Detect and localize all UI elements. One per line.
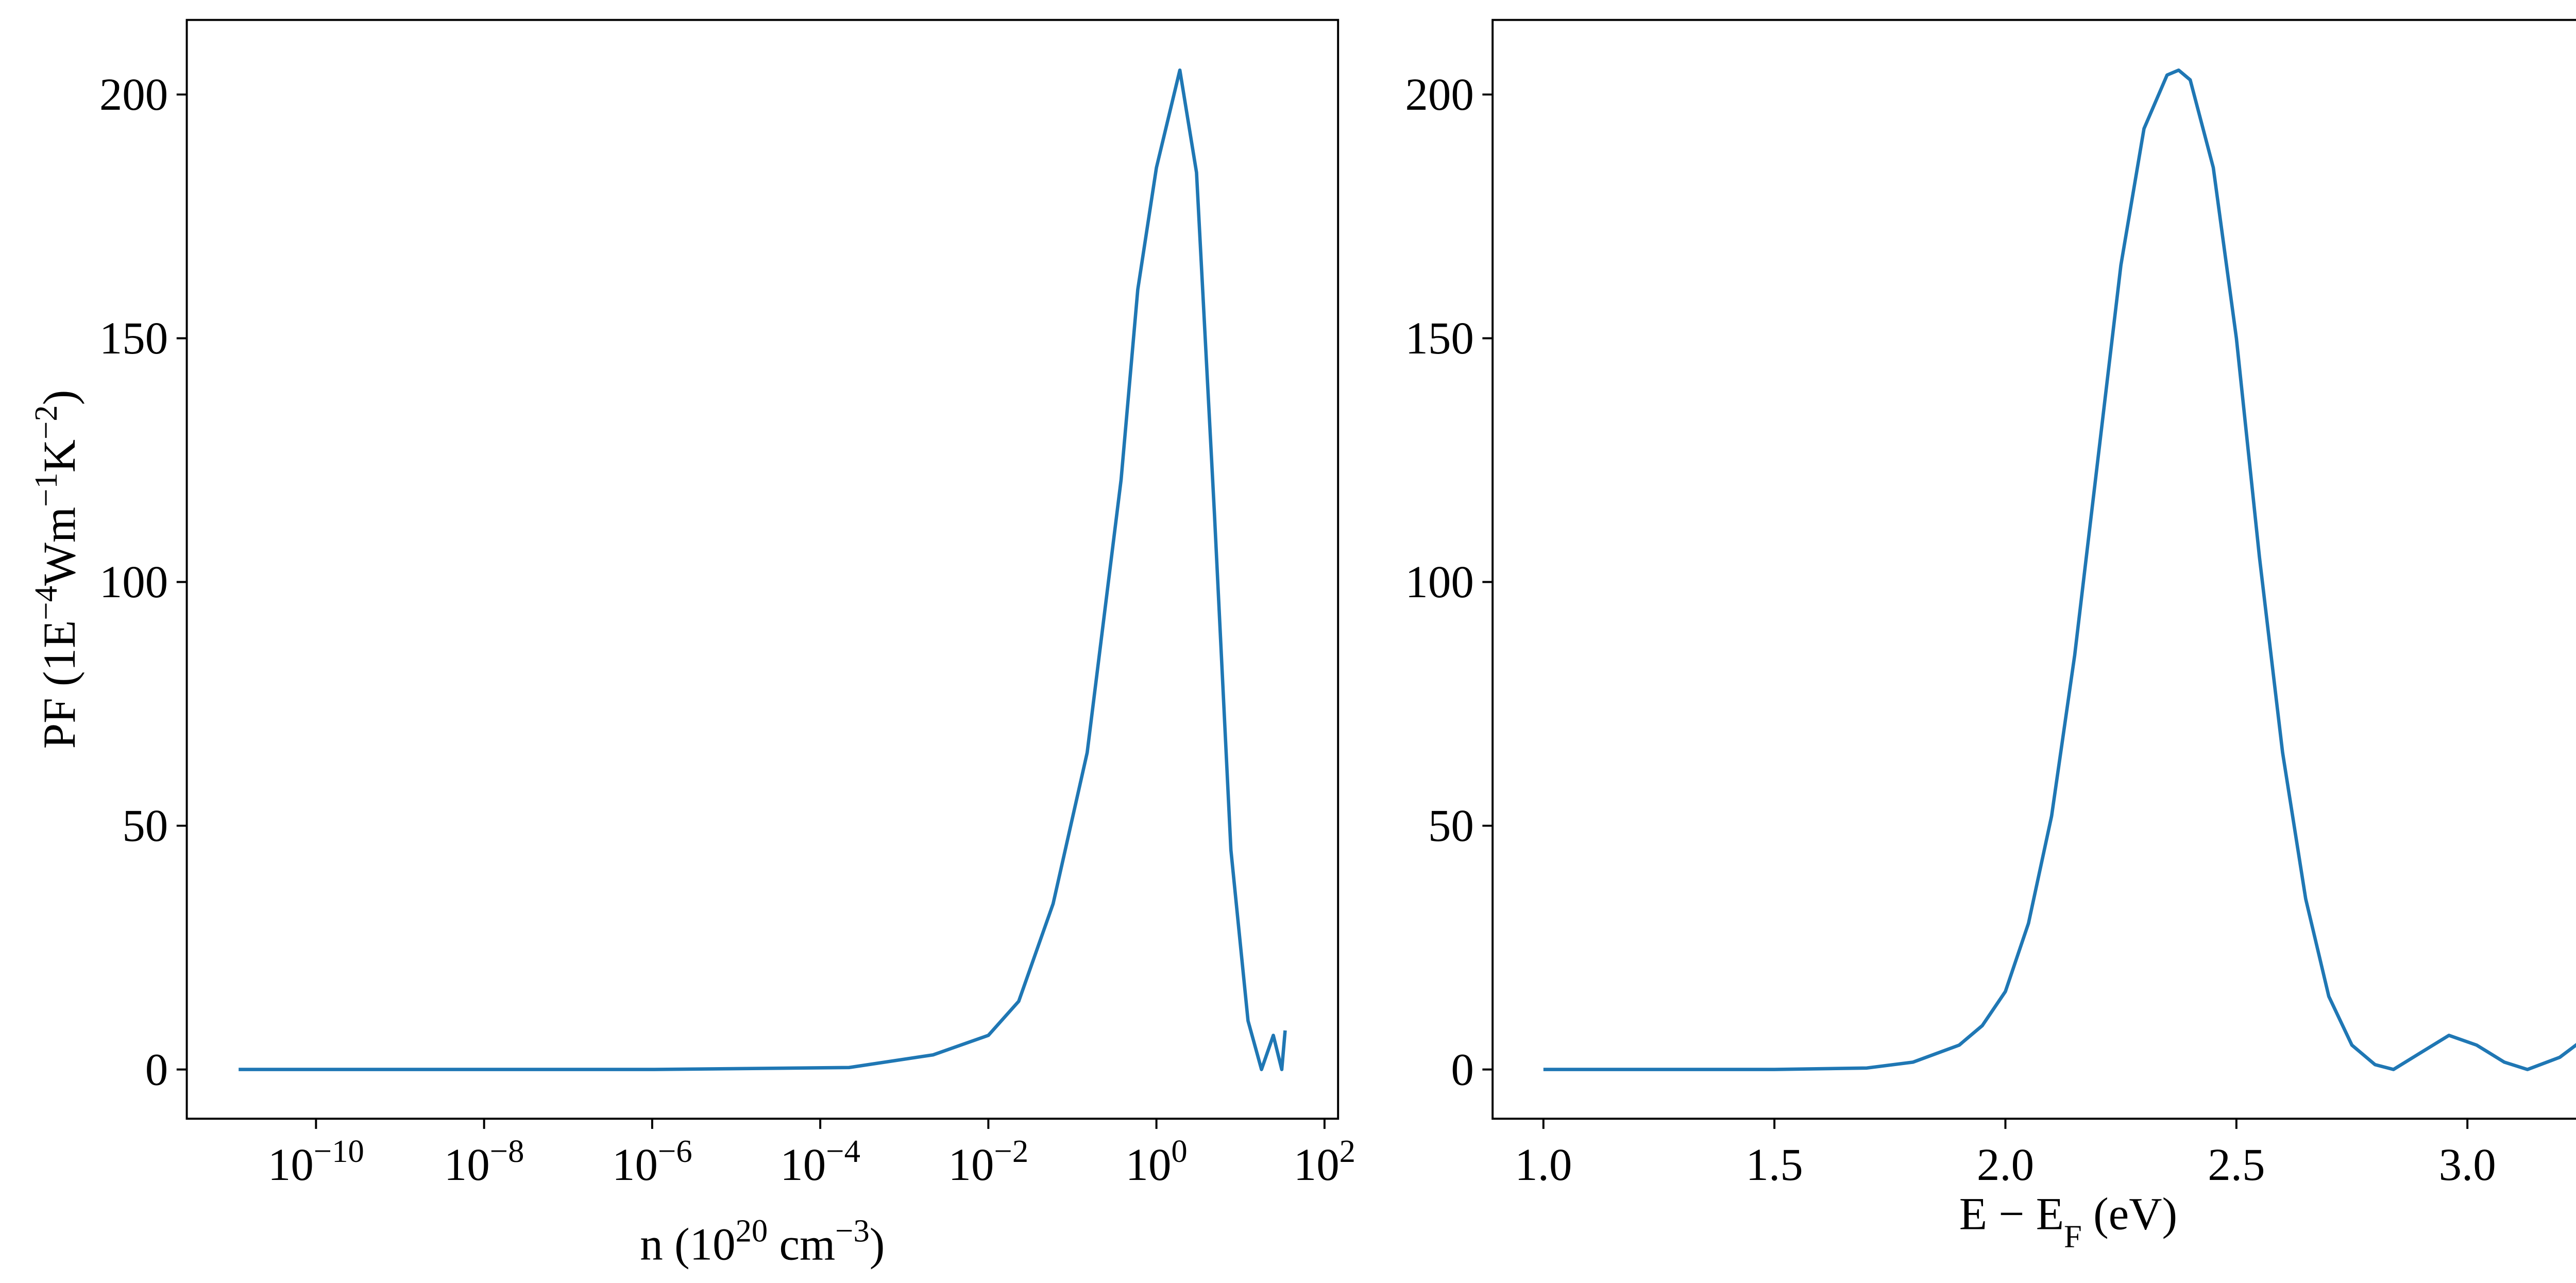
y-tick-label: 150 <box>99 313 168 364</box>
x-tick-label: 1.0 <box>1515 1140 1572 1190</box>
y-tick-label: 100 <box>99 557 168 607</box>
label-part: K <box>35 440 85 472</box>
plot-frame <box>185 19 1340 1120</box>
label-part: F <box>2064 1218 2082 1254</box>
label-part: cm <box>768 1220 835 1270</box>
y-tick-label: 200 <box>1405 70 1473 120</box>
label-part: −1 <box>28 472 64 507</box>
label-part: (eV) <box>2082 1189 2177 1239</box>
x-tick-label: 10−10 <box>268 1133 364 1190</box>
x-tick-label: 10−4 <box>780 1133 860 1190</box>
label-part: −2 <box>28 405 64 440</box>
x-tick-label: 2.0 <box>1977 1140 2034 1190</box>
data-line <box>1543 68 2576 1071</box>
y-tick-label: 0 <box>145 1044 168 1095</box>
label-part: −4 <box>28 586 64 620</box>
data-line <box>239 68 1287 1071</box>
axis-label: n (1020 cm−3) <box>640 1213 885 1270</box>
axis-label: PF (1E−4Wm−1K−2) <box>28 390 85 749</box>
y-tick-label: 200 <box>99 70 168 120</box>
y-tick-label: 50 <box>1428 801 1474 851</box>
label-part: −3 <box>835 1213 870 1249</box>
label-part: ) <box>35 390 85 406</box>
label-part: ) <box>870 1220 885 1270</box>
y-tick-label: 100 <box>1405 557 1473 607</box>
label-part: E − E <box>1959 1189 2064 1239</box>
x-tick-label: 10−8 <box>444 1133 524 1190</box>
x-tick-label: 10−2 <box>948 1133 1029 1190</box>
x-tick-label: 3.0 <box>2439 1140 2496 1190</box>
x-tick-label: 1.5 <box>1746 1140 1803 1190</box>
x-tick-label: 102 <box>1294 1133 1355 1190</box>
x-tick-label: 2.5 <box>2208 1140 2265 1190</box>
axis-label: E − EF (eV) <box>1959 1189 2177 1254</box>
y-tick-label: 150 <box>1405 313 1473 364</box>
plot-frame <box>1492 19 2576 1120</box>
y-tick-label: 50 <box>122 801 168 851</box>
x-tick-label: 10−6 <box>612 1133 692 1190</box>
y-tick-label: 0 <box>1451 1044 1473 1095</box>
label-part: n (10 <box>640 1220 735 1270</box>
label-part: 20 <box>736 1213 768 1249</box>
label-part: Wm <box>35 507 85 586</box>
x-tick-label: 100 <box>1125 1133 1187 1190</box>
label-part: PF (1E <box>35 620 85 749</box>
